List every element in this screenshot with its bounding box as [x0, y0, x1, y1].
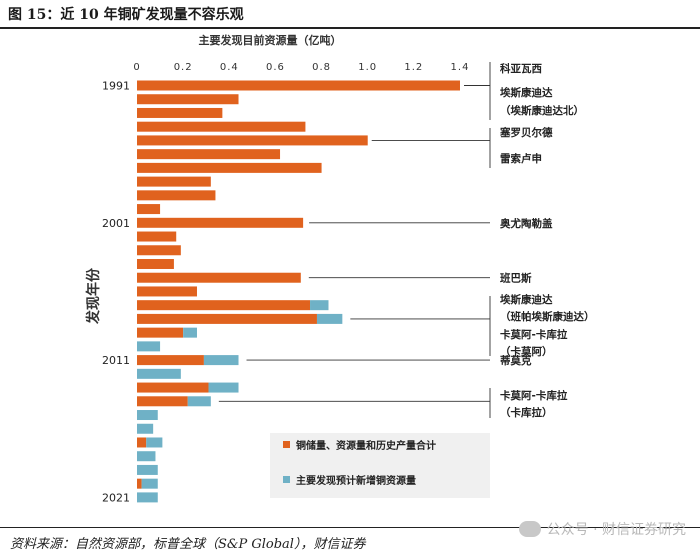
x-axis-title: 主要发现目前资源量（亿吨） — [199, 33, 342, 47]
annotation-label: 蒂莫克 — [500, 354, 532, 367]
y-axis-title: 发现年份 — [85, 267, 102, 325]
annotation-label: 科亚瓦西 — [500, 62, 542, 75]
bottom-rule — [0, 527, 700, 528]
watermark-text: 公众号 · 财信证券研究 — [546, 522, 686, 538]
annotations: 科亚瓦西埃斯康迪达（埃斯康迪达北）塞罗贝尔德雷索卢申奥尤陶勒盖班巴斯埃斯康迪达（… — [218, 62, 595, 419]
annotation-label: 塞罗贝尔德 — [499, 126, 553, 139]
bar-reserves — [137, 176, 211, 187]
year-label: 1991 — [102, 80, 130, 93]
bar-reserves — [137, 204, 161, 215]
legend-box — [270, 433, 490, 498]
x-tick-label: 1.2 — [404, 62, 423, 73]
x-tick-label: 1.4 — [451, 62, 470, 73]
bar-reserves — [137, 80, 460, 91]
chart: 主要发现目前资源量（亿吨） 0 0.2 0.4 0.6 0.8 1.0 1.2 1.4 发现年… — [85, 33, 595, 505]
bar-reserves — [137, 245, 181, 256]
annotation-label: 卡莫阿-卡库拉 — [500, 328, 568, 341]
bars — [137, 80, 460, 503]
wechat-icon — [518, 521, 541, 537]
x-tick-label: 0 — [133, 62, 140, 73]
bar-new-resource — [137, 423, 154, 434]
bar-reserves — [137, 272, 301, 283]
bar-reserves — [137, 231, 177, 242]
x-tick-label: 0.2 — [174, 62, 193, 73]
bar-reserves — [137, 217, 304, 228]
x-tick-label: 0.4 — [220, 62, 239, 73]
bar-reserves — [137, 327, 184, 338]
bar-reserves — [137, 396, 188, 407]
bar-reserves — [137, 382, 209, 393]
annotation-label: 雷索卢申 — [500, 152, 542, 165]
bar-new-resource — [137, 341, 161, 352]
legend-swatch-orange — [283, 441, 290, 448]
bar-reserves — [137, 121, 306, 132]
bar-reserves — [137, 135, 368, 146]
legend-label: 铜储量、资源量和历史产量合计 — [296, 439, 436, 452]
bar-new-resource — [187, 396, 211, 407]
x-ticks: 0 0.2 0.4 0.6 0.8 1.0 1.2 1.4 — [133, 62, 470, 73]
bar-new-resource — [137, 451, 156, 462]
bar-new-resource — [310, 300, 329, 311]
annotation-label: 奥尤陶勒盖 — [500, 217, 553, 230]
bar-reserves — [137, 94, 239, 105]
bar-reserves — [137, 355, 204, 366]
bar-new-resource — [203, 355, 239, 366]
annotation-label: （班帕埃斯康迪达） — [500, 310, 595, 323]
y-axis-title-group: 发现年份 — [85, 267, 102, 325]
bar-reserves — [137, 162, 322, 173]
bar-reserves — [137, 437, 147, 448]
bar-reserves — [137, 149, 281, 160]
watermark: 公众号 · 财信证券研究 — [518, 519, 686, 539]
source-note: 资料来源：自然资源部，标普全球（S&P Global），财信证券 — [10, 537, 366, 552]
annotation-label: （卡莫阿） — [500, 345, 553, 358]
top-rule — [0, 27, 700, 29]
bar-new-resource — [141, 478, 158, 489]
year-label: 2001 — [102, 217, 130, 230]
bar-new-resource — [316, 313, 343, 324]
bar-reserves — [137, 107, 223, 118]
bar-new-resource — [208, 382, 239, 393]
bar-new-resource — [137, 492, 158, 503]
bar-new-resource — [137, 410, 158, 421]
bar-new-resource — [137, 464, 158, 475]
year-label: 2011 — [102, 354, 130, 367]
x-tick-label: 1.0 — [358, 62, 377, 73]
figure-title: 图 15：近 10 年铜矿发现量不容乐观 — [8, 7, 244, 23]
legend-swatch-teal — [283, 476, 290, 483]
annotation-label: （埃斯康迪达北） — [500, 104, 584, 117]
bar-new-resource — [146, 437, 163, 448]
year-labels: 1991 2001 2011 2021 — [102, 80, 130, 505]
legend-label: 主要发现预计新增铜资源量 — [296, 474, 416, 487]
bar-new-resource — [183, 327, 197, 338]
annotation-label: 卡莫阿-卡库拉 — [500, 389, 568, 402]
annotation-label: （卡库拉） — [500, 406, 553, 419]
bar-reserves — [137, 258, 174, 269]
annotation-label: 埃斯康迪达 — [500, 293, 553, 306]
bar-reserves — [137, 313, 317, 324]
bar-reserves — [137, 300, 311, 311]
x-tick-label: 0.8 — [312, 62, 331, 73]
bar-new-resource — [137, 368, 181, 379]
year-label: 2021 — [102, 491, 130, 504]
x-tick-label: 0.6 — [266, 62, 285, 73]
bar-reserves — [137, 286, 197, 297]
annotation-label: 埃斯康迪达 — [500, 86, 553, 99]
bar-reserves — [137, 190, 216, 201]
bar-reserves — [137, 478, 142, 489]
annotation-label: 班巴斯 — [500, 272, 532, 285]
